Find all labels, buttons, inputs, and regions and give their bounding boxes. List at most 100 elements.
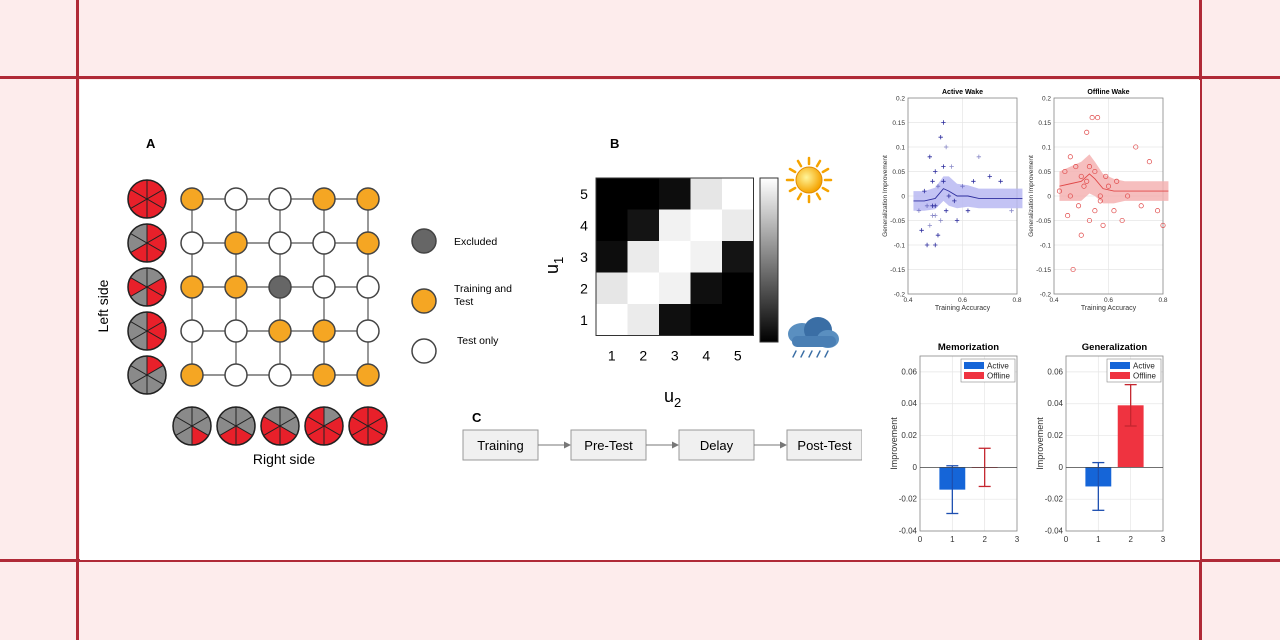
matrix-xtick: 4 [702, 348, 710, 364]
matrix-cell [690, 304, 723, 336]
matrix-cell [627, 209, 660, 242]
grid-node [312, 187, 336, 211]
matrix-cell [690, 209, 723, 242]
matrix-ytick: 4 [580, 217, 588, 233]
y-tick-label: 0.1 [1042, 145, 1051, 152]
matrix-cell [596, 241, 628, 273]
matrix-ytick: 1 [580, 312, 588, 328]
grid-node [356, 187, 380, 211]
wheel-rim [127, 311, 167, 351]
flow-step-label: Post-Test [797, 438, 852, 453]
right-side-label: Right side [253, 451, 315, 467]
flow-step-box [570, 429, 647, 461]
legend-label: Active [987, 362, 1009, 371]
matrix-border [595, 177, 754, 336]
grid-node [224, 275, 248, 299]
matrix-cell [722, 241, 754, 273]
chart-title: Offline Wake [1087, 89, 1129, 96]
axes-box [919, 355, 1018, 532]
x-tick-label: 0 [918, 535, 923, 544]
data-point [933, 242, 938, 248]
data-point [1111, 208, 1117, 214]
right-wheel [260, 406, 300, 446]
data-point [1078, 232, 1084, 238]
data-point [919, 228, 924, 233]
data-point [976, 154, 982, 159]
grid-node [224, 187, 248, 211]
figure-panel: A Left side Right side Excluded Training… [80, 80, 1200, 560]
data-point [930, 213, 935, 218]
x-tick-label: 0.4 [903, 297, 912, 304]
data-point [938, 218, 943, 223]
y-tick-label: 0.02 [1047, 431, 1063, 440]
data-point [1146, 159, 1152, 165]
matrix-cell [596, 272, 628, 305]
rain-cloud-icon [788, 317, 839, 358]
matrix-cell [596, 304, 628, 336]
data-point [954, 218, 960, 223]
panel-c-label: C [472, 410, 482, 425]
matrix-cell [659, 178, 691, 210]
matrix-cell [690, 272, 723, 305]
grid-node [312, 319, 336, 343]
grid-node [356, 275, 380, 299]
right-wheel [172, 406, 212, 446]
data-point [987, 174, 992, 179]
y-tick-label: -0.04 [899, 527, 918, 536]
matrix-cell [659, 304, 691, 336]
legend-label: Active [1133, 362, 1155, 371]
data-point [1092, 208, 1098, 214]
y-tick-label: -0.1 [1040, 243, 1052, 250]
data-point [1065, 213, 1071, 219]
flow-step-label: Pre-Test [584, 438, 633, 453]
grid-node [268, 363, 292, 387]
wheel-rim [127, 223, 167, 263]
chart-0: 0.2 0.15 0.1 0.05 0 -0.05 -0.1 -0.15 -0.20.4 0.6 0… [882, 89, 1023, 312]
y-axis-label: Generalization Improvement [882, 155, 889, 237]
y-tick-label: 0.15 [1038, 120, 1051, 127]
y-tick-label: -0.2 [894, 292, 906, 299]
x-tick-label: 0.8 [1158, 297, 1167, 304]
panel-c: C Training Pre-Test Delay Post-Test [462, 410, 863, 461]
wheel-rim [172, 406, 212, 446]
flow-arrowhead [780, 441, 787, 449]
x-tick-label: 1 [950, 535, 955, 544]
data-point [943, 208, 949, 213]
grid-node [356, 363, 380, 387]
grid-node [180, 231, 204, 255]
data-point [1009, 208, 1014, 213]
legend-swatch [1110, 372, 1130, 379]
flow-step-label: Delay [700, 438, 734, 453]
result-charts: 0.20.150.10.050-0.05-0.1-0.15-0.20.4 0.6 0… [882, 89, 1169, 544]
grid-node [312, 231, 336, 255]
data-point [965, 208, 971, 213]
y-tick-label: -0.05 [890, 218, 905, 225]
y-tick-label: -0.15 [890, 267, 905, 274]
x-tick-label: 3 [1161, 535, 1166, 544]
matrix-cell [690, 178, 723, 210]
y-tick-label: 0.05 [892, 169, 905, 176]
data-point [1070, 266, 1076, 273]
matrix-ytick: 5 [580, 186, 588, 202]
matrix-cell [690, 241, 723, 273]
data-point [930, 179, 935, 184]
matrix-cell [627, 304, 660, 336]
panel-b-label: B [610, 136, 619, 151]
flow-step-box [462, 429, 539, 461]
left-wheel [127, 267, 167, 307]
data-point [1067, 193, 1073, 199]
procedure-flow: Training Pre-Test Delay Post-Test [462, 429, 863, 461]
data-point [922, 188, 927, 194]
y-tick-label: 0.2 [1042, 96, 1051, 103]
matrix-cell [722, 272, 754, 305]
matrix-cell [659, 241, 691, 273]
flow-step-box [786, 429, 863, 461]
x-tick-label: 3 [1015, 535, 1020, 544]
matrix-cell [722, 178, 754, 210]
fit-line [913, 188, 1023, 202]
grid-node [356, 319, 380, 343]
data-point [938, 135, 943, 140]
x-tick-label: 0 [1064, 535, 1069, 544]
matrix-ytick: 3 [580, 249, 588, 265]
frame-line-bottom [0, 559, 1280, 562]
